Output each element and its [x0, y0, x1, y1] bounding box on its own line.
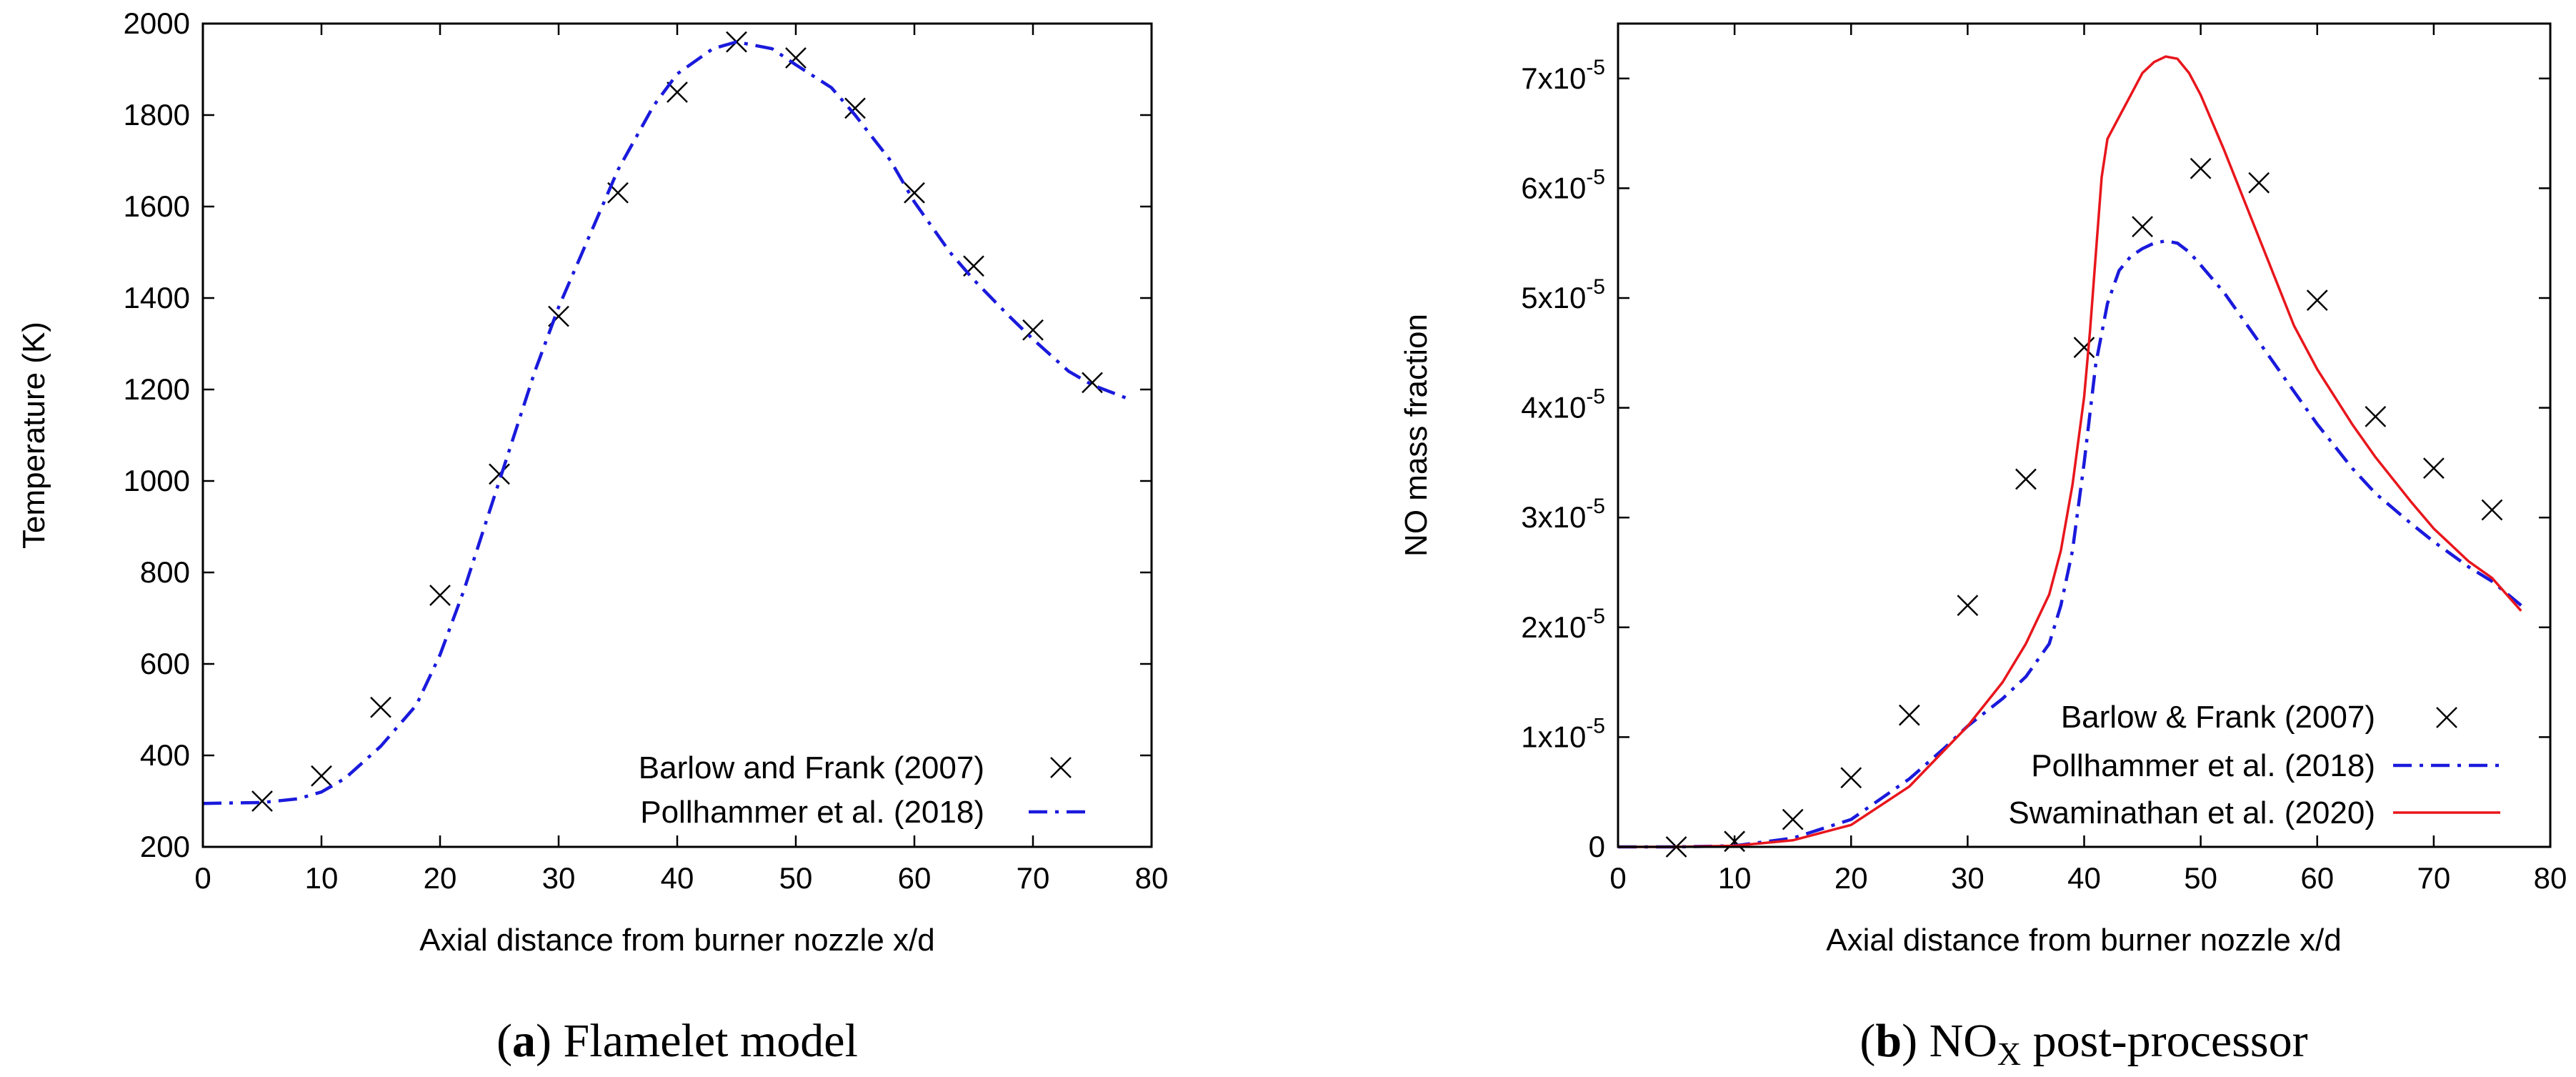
y-tick-label: 4x10-5 — [1521, 385, 1605, 425]
y-tick-label: 1400 — [124, 281, 190, 314]
data-point — [2073, 337, 2095, 359]
plot-frame — [201, 22, 1153, 848]
caption-text: Flamelet model — [551, 1015, 858, 1067]
data-point — [429, 585, 451, 606]
legend-label: Barlow and Frank (2007) — [639, 750, 984, 785]
data-point — [844, 97, 866, 119]
data-point — [1782, 808, 1804, 830]
legend-marker — [1050, 757, 1072, 778]
x-tick-label: 0 — [1609, 861, 1626, 895]
caption-label: b — [1875, 1015, 1902, 1067]
x-tick-label: 80 — [1135, 861, 1169, 895]
data-point — [1022, 319, 1044, 341]
x-axis-label: Axial distance from burner nozzle x/d — [1826, 923, 2341, 958]
data-point — [785, 47, 807, 69]
chart-a: 0 10 20 30 40 50 60 70 80 200 400 600 800 1000 1200 140… — [16, 6, 1168, 1067]
data-point — [489, 463, 510, 485]
data-point — [2306, 289, 2328, 311]
x-tick-label: 10 — [305, 861, 339, 895]
y-tick-label: 2000 — [124, 6, 190, 40]
x-tick-label: 40 — [2067, 861, 2101, 895]
data-point — [1082, 372, 1103, 394]
x-tick-label: 50 — [2184, 861, 2217, 895]
y-tick-label: 1x10-5 — [1521, 714, 1605, 753]
data-point — [2248, 172, 2270, 194]
y-tick-label: 1200 — [124, 372, 190, 406]
y-tick-label: 2x10-5 — [1521, 605, 1605, 644]
data-point — [1724, 830, 1746, 853]
y-tick-label: 5x10-5 — [1521, 275, 1605, 314]
y-tick-label: 600 — [140, 647, 190, 680]
x-tick-label: 10 — [1718, 861, 1752, 895]
legend-label: Barlow & Frank (2007) — [2061, 700, 2375, 735]
caption: (a) Flamelet model — [496, 1015, 858, 1067]
y-tick-label: 800 — [140, 555, 190, 589]
x-tick-label: 0 — [194, 861, 211, 895]
data-point — [904, 182, 925, 204]
data-point — [2365, 406, 2387, 427]
y-tick-label: 3x10-5 — [1521, 495, 1605, 534]
data-point — [2015, 468, 2037, 490]
x-tick-label: 70 — [2417, 861, 2451, 895]
y-tick-label: 1000 — [124, 464, 190, 497]
series-line — [1618, 239, 2522, 849]
y-tick-label: 400 — [140, 738, 190, 772]
legend: Barlow & Frank (2007) Pollhammer et al. … — [2008, 700, 2500, 830]
caption: (b) NOX post-processor — [1859, 1015, 2307, 1072]
data-point — [1957, 595, 1979, 616]
y-tick-label: 6x10-5 — [1521, 165, 1605, 204]
x-tick-label: 20 — [424, 861, 457, 895]
caption-label: a — [512, 1015, 536, 1067]
x-tick-label: 60 — [898, 861, 932, 895]
y-axis-label: Temperature (K) — [16, 322, 51, 549]
x-tick-label: 50 — [779, 861, 813, 895]
x-tick-label: 30 — [1951, 861, 1985, 895]
legend: Barlow and Frank (2007) Pollhammer et al… — [639, 750, 1093, 830]
data-point — [2190, 157, 2212, 179]
series-line — [202, 40, 1129, 805]
data-point — [1898, 704, 1920, 726]
y-tick-label: 7x10-5 — [1521, 56, 1605, 95]
data-point — [2422, 457, 2445, 479]
x-tick-label: 30 — [542, 861, 576, 895]
x-tick-label: 40 — [661, 861, 694, 895]
caption-tail: post-processor — [2021, 1015, 2307, 1067]
data-point — [2132, 216, 2153, 238]
caption-text: NO — [1917, 1015, 1997, 1067]
caption-subscript: X — [1997, 1036, 2021, 1072]
data-point — [251, 790, 273, 812]
x-axis-label: Axial distance from burner nozzle x/d — [419, 923, 934, 958]
y-tick-label: 0 — [1589, 830, 1605, 863]
data-point — [1840, 767, 1862, 789]
y-tick-label: 1800 — [124, 98, 190, 131]
x-tick-label: 60 — [2300, 861, 2334, 895]
y-tick-label: 200 — [140, 830, 190, 863]
x-tick-label: 80 — [2534, 861, 2567, 895]
chart-b: 0 10 20 30 40 50 60 70 80 0 1x10-5 2x10-5 3x10-5 4x10… — [1399, 22, 2567, 1072]
legend-label: Pollhammer et al. (2018) — [640, 795, 984, 830]
data-point — [311, 765, 332, 787]
y-axis-label: NO mass fraction — [1399, 314, 1434, 557]
series-line — [1618, 55, 2522, 848]
legend-label: Pollhammer et al. (2018) — [2031, 748, 2375, 783]
legend-marker — [2436, 707, 2457, 728]
data-point — [370, 696, 391, 718]
x-tick-label: 20 — [1834, 861, 1868, 895]
y-tick-label: 1600 — [124, 189, 190, 223]
data-point — [2481, 499, 2503, 521]
series-markers — [251, 31, 1103, 812]
plot-frame — [1617, 22, 2552, 848]
x-tick-label: 70 — [1017, 861, 1050, 895]
legend-label: Swaminathan et al. (2020) — [2008, 795, 2375, 830]
